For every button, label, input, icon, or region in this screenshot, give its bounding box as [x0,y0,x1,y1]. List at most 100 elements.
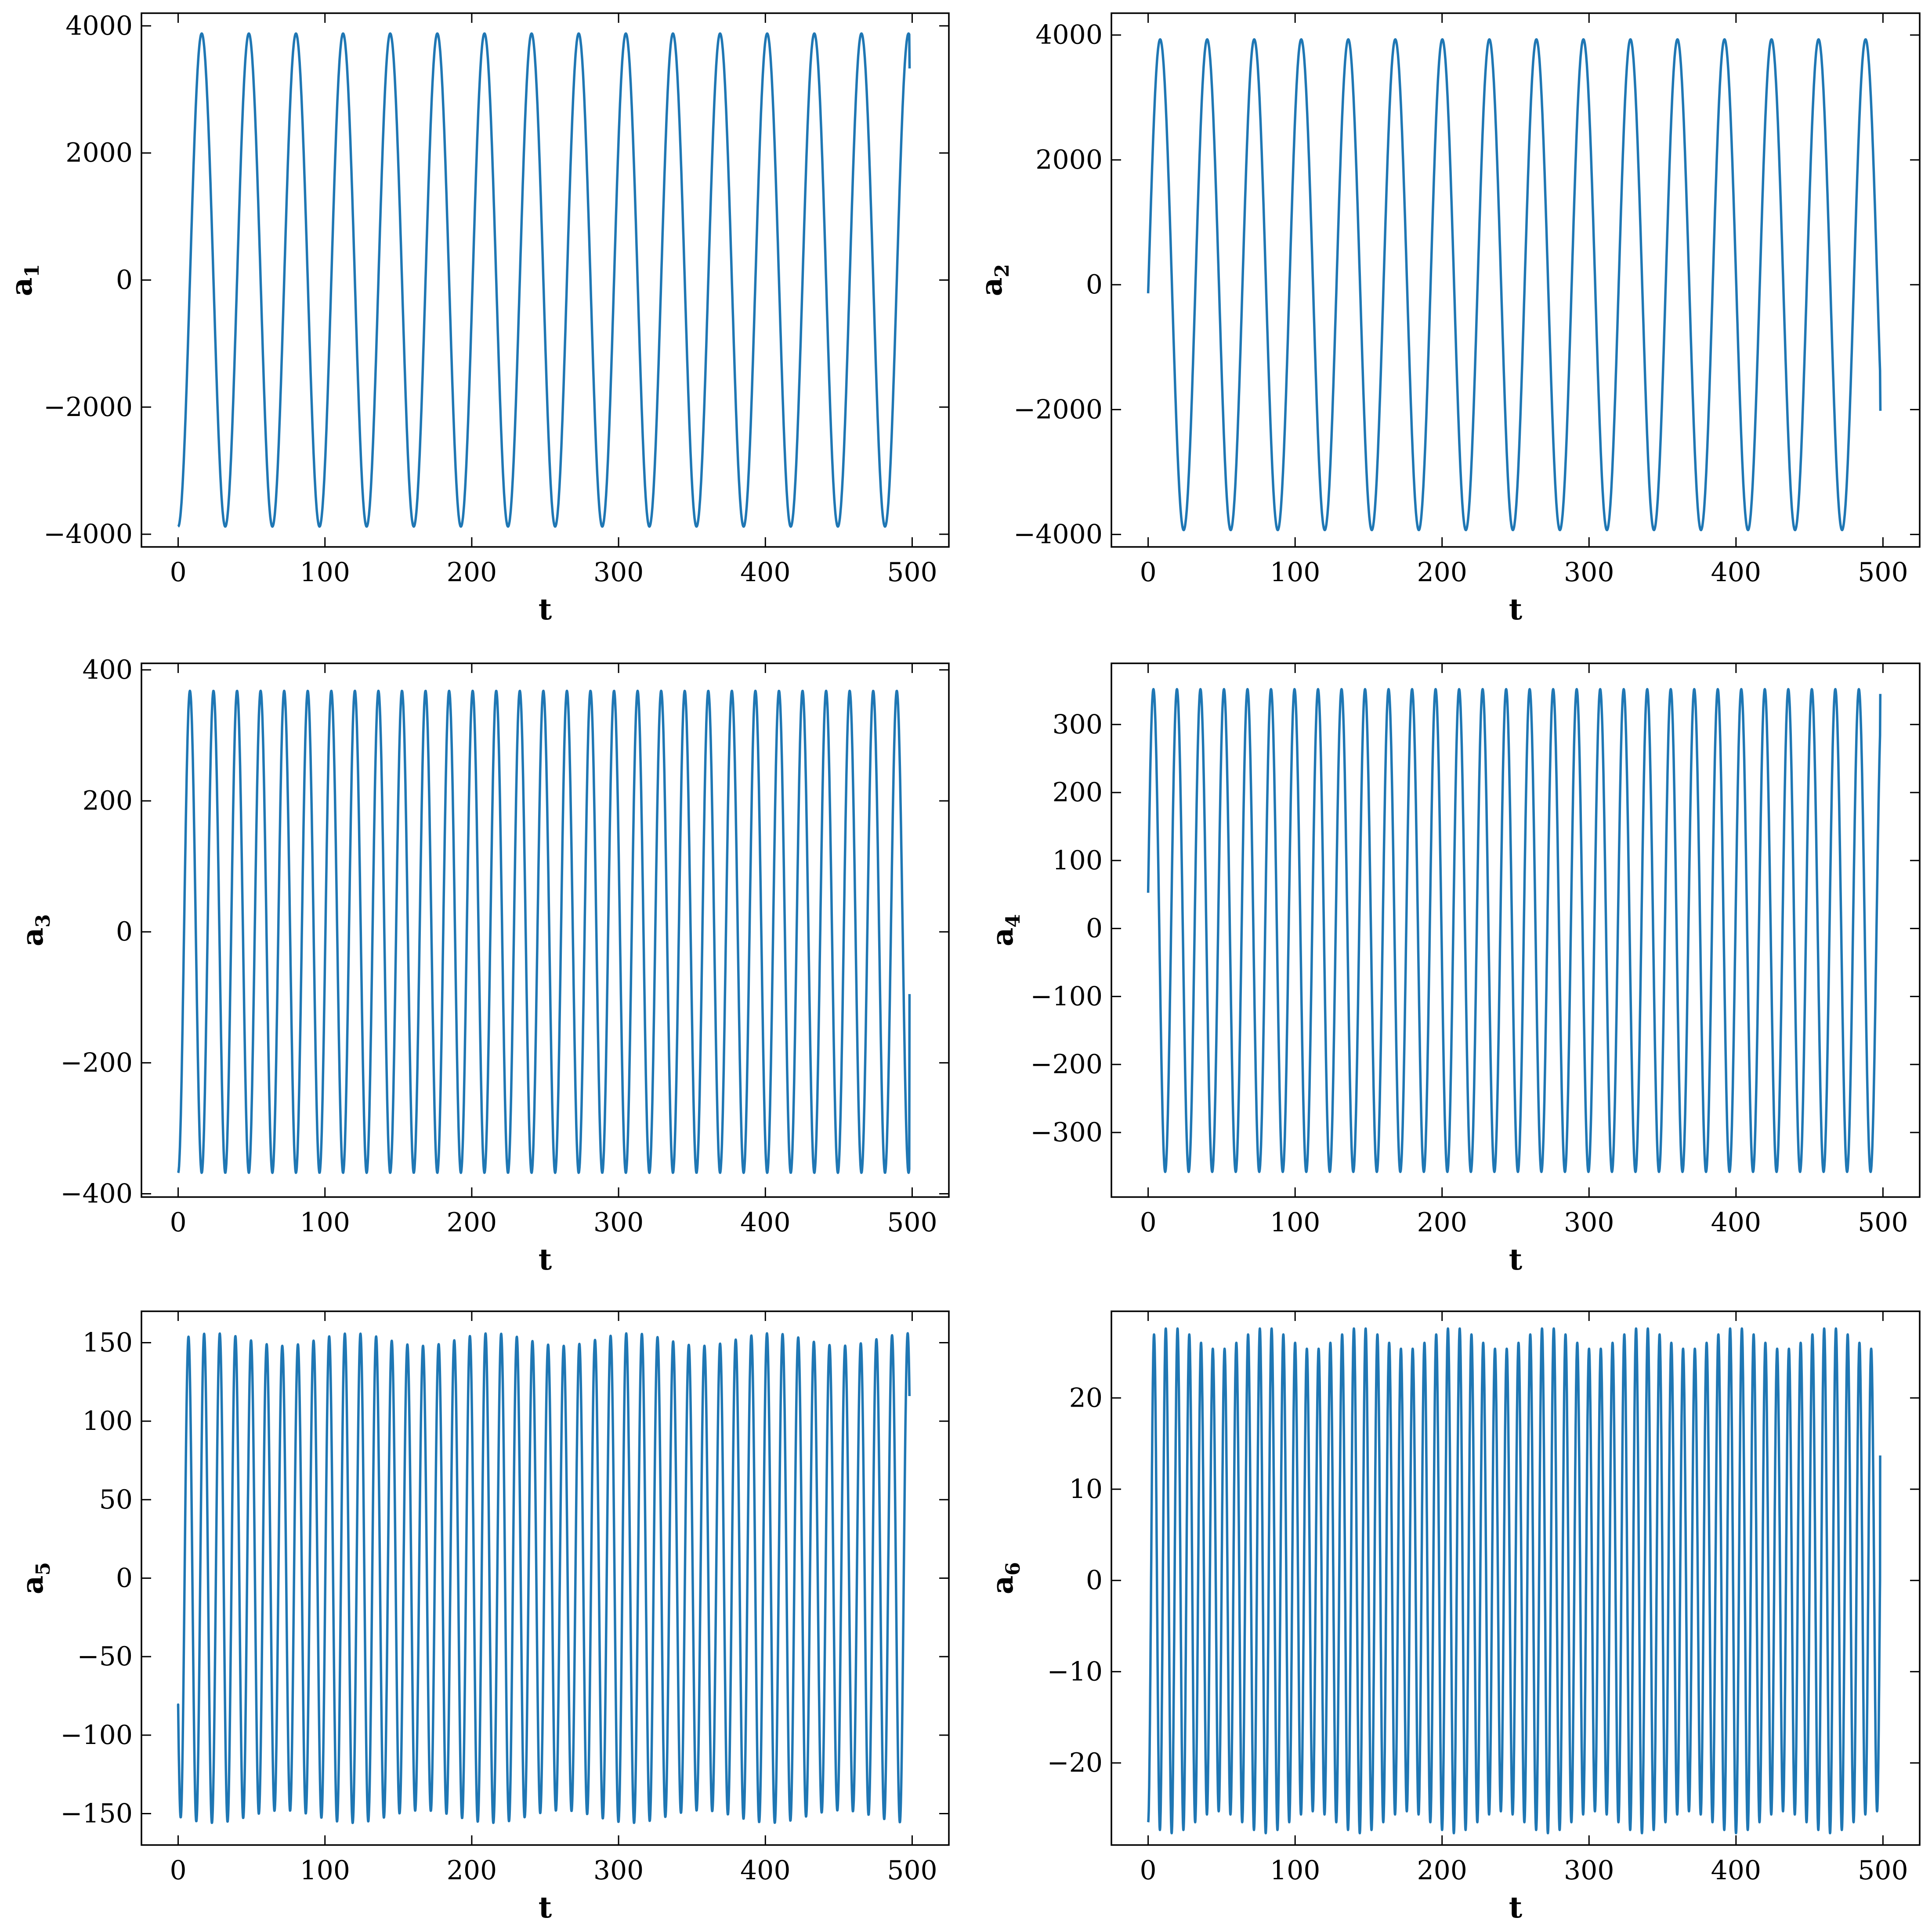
x-tick-label-a5: 500 [887,1855,937,1886]
x-tick-label-a1: 300 [593,557,644,588]
x-tick-label-a3: 500 [887,1207,937,1238]
series-line-a6 [1147,1327,1881,1834]
x-tick-label-a4: 0 [1140,1207,1157,1238]
x-tick-label-a2: 100 [1270,557,1321,588]
y-tick-label-a3: −200 [60,1047,133,1078]
x-tick-label-a3: 100 [300,1207,350,1238]
x-tick-label-a1: 400 [740,557,791,588]
x-tick-label-a2: 300 [1564,557,1614,588]
y-tick-label-a4: 100 [1052,845,1103,876]
panel-a1: 0 100 200 300 400 500 −4000 −2000 0 2000 4000 t a1 [4,11,950,626]
x-tick-label-a6: 0 [1140,1855,1157,1886]
x-tick-label-a3: 0 [170,1207,186,1238]
y-tick-label-a4: 300 [1052,709,1103,740]
x-tick-label-a5: 400 [740,1855,791,1886]
x-tick-label-a2: 400 [1711,557,1762,588]
y-tick-label-a4: 200 [1052,777,1103,808]
y-tick-label-a1: −2000 [43,392,133,423]
y-tick-label-a3: −400 [60,1179,133,1209]
x-tick-label-a6: 300 [1564,1855,1614,1886]
x-tick-label-a4: 100 [1270,1207,1321,1238]
x-tick-label-a3: 300 [593,1207,644,1238]
axes-frame-a6 [1111,1310,1921,1846]
y-tick-label-a3: 400 [82,655,133,685]
x-axis-label-a2: t [1509,592,1523,626]
x-tick-label-a1: 100 [300,557,350,588]
y-tick-label-a1: −4000 [43,519,133,550]
x-tick-label-a4: 500 [1858,1207,1908,1238]
x-axis-label-a5: t [539,1890,552,1925]
x-tick-label-a2: 500 [1858,557,1908,588]
x-axis-label-a4: t [1509,1242,1523,1277]
y-tick-label-a6: 0 [1086,1565,1103,1596]
y-axis-label-a6: a6 [985,1562,1024,1594]
x-tick-label-a3: 400 [740,1207,791,1238]
y-axis-label-a2: a2 [974,264,1013,296]
x-tick-label-a4: 400 [1711,1207,1762,1238]
y-tick-label-a2: −2000 [1013,394,1103,425]
series-line-a3 [177,689,911,1174]
panel-a3: 0 100 200 300 400 500 −400 −200 0 200 400 t a3 [15,655,950,1277]
y-axis-label-a5: a5 [15,1562,54,1594]
x-tick-label-a4: 200 [1417,1207,1467,1238]
y-axis-label-a3: a3 [15,914,54,946]
y-tick-label-a3: 0 [116,916,133,947]
panel-a6: 0 100 200 300 400 500 −20 −10 0 10 20 t a6 [985,1310,1921,1925]
x-tick-label-a2: 200 [1417,557,1467,588]
x-tick-label-a5: 200 [447,1855,497,1886]
y-tick-label-a5: 0 [116,1563,133,1594]
y-tick-label-a6: 20 [1069,1382,1103,1413]
x-tick-label-a6: 500 [1858,1855,1908,1886]
y-tick-label-a4: 0 [1086,913,1103,944]
y-tick-label-a2: 4000 [1035,20,1103,51]
y-tick-label-a5: −50 [77,1641,133,1672]
y-tick-label-a1: 4000 [65,11,133,41]
y-tick-label-a5: −100 [60,1720,133,1751]
y-tick-label-a2: 2000 [1035,145,1103,175]
x-tick-label-a1: 0 [170,557,186,588]
y-tick-label-a4: −100 [1030,981,1103,1012]
x-tick-label-a5: 100 [300,1855,350,1886]
x-axis-label-a1: t [539,592,552,626]
y-tick-label-a5: 150 [82,1327,133,1358]
y-tick-label-a4: −200 [1030,1049,1103,1080]
series-line-a4 [1147,688,1882,1173]
y-tick-label-a6: −10 [1047,1656,1103,1687]
y-tick-label-a3: 200 [82,785,133,816]
y-axis-label-a4: a4 [985,914,1024,946]
y-tick-label-a4: −300 [1030,1117,1103,1148]
y-tick-label-a1: 2000 [65,137,133,168]
x-tick-label-a3: 200 [447,1207,497,1238]
x-axis-label-a6: t [1509,1890,1523,1925]
axes-frame-a4 [1111,662,1921,1198]
y-tick-label-a1: 0 [116,265,133,296]
y-tick-label-a6: 10 [1069,1474,1103,1505]
x-tick-label-a4: 300 [1564,1207,1614,1238]
x-tick-label-a6: 200 [1417,1855,1467,1886]
y-tick-label-a2: −4000 [1013,519,1103,550]
x-tick-label-a2: 0 [1140,557,1157,588]
series-line-a2 [1147,38,1882,532]
x-tick-label-a1: 200 [447,557,497,588]
y-tick-label-a5: 50 [99,1484,133,1515]
series-line-a1 [177,32,911,528]
x-tick-label-a1: 500 [887,557,937,588]
x-tick-label-a5: 0 [170,1855,186,1886]
x-tick-label-a6: 400 [1711,1855,1762,1886]
axes-frame-a1 [141,12,950,548]
panel-a2: 0 100 200 300 400 500 −4000 −2000 0 2000 4000 t a2 [974,12,1921,626]
series-line-a5 [177,1332,911,1824]
x-axis-label-a3: t [539,1242,552,1277]
panel-a5: 0 100 200 300 400 500 −150 −100 −50 0 50 100 150 t a5 [15,1310,950,1925]
y-tick-label-a6: −20 [1047,1747,1103,1778]
panel-a4: 0 100 200 300 400 500 −300 −200 −100 0 100 200 300 t a… [985,662,1921,1277]
y-axis-label-a1: a1 [4,264,43,296]
y-tick-label-a2: 0 [1086,269,1103,300]
x-tick-label-a5: 300 [593,1855,644,1886]
axes-frame-a2 [1111,12,1921,548]
y-tick-label-a5: 100 [82,1406,133,1436]
x-tick-label-a6: 100 [1270,1855,1321,1886]
axes-frame-a3 [141,662,950,1198]
y-tick-label-a5: −150 [60,1798,133,1829]
